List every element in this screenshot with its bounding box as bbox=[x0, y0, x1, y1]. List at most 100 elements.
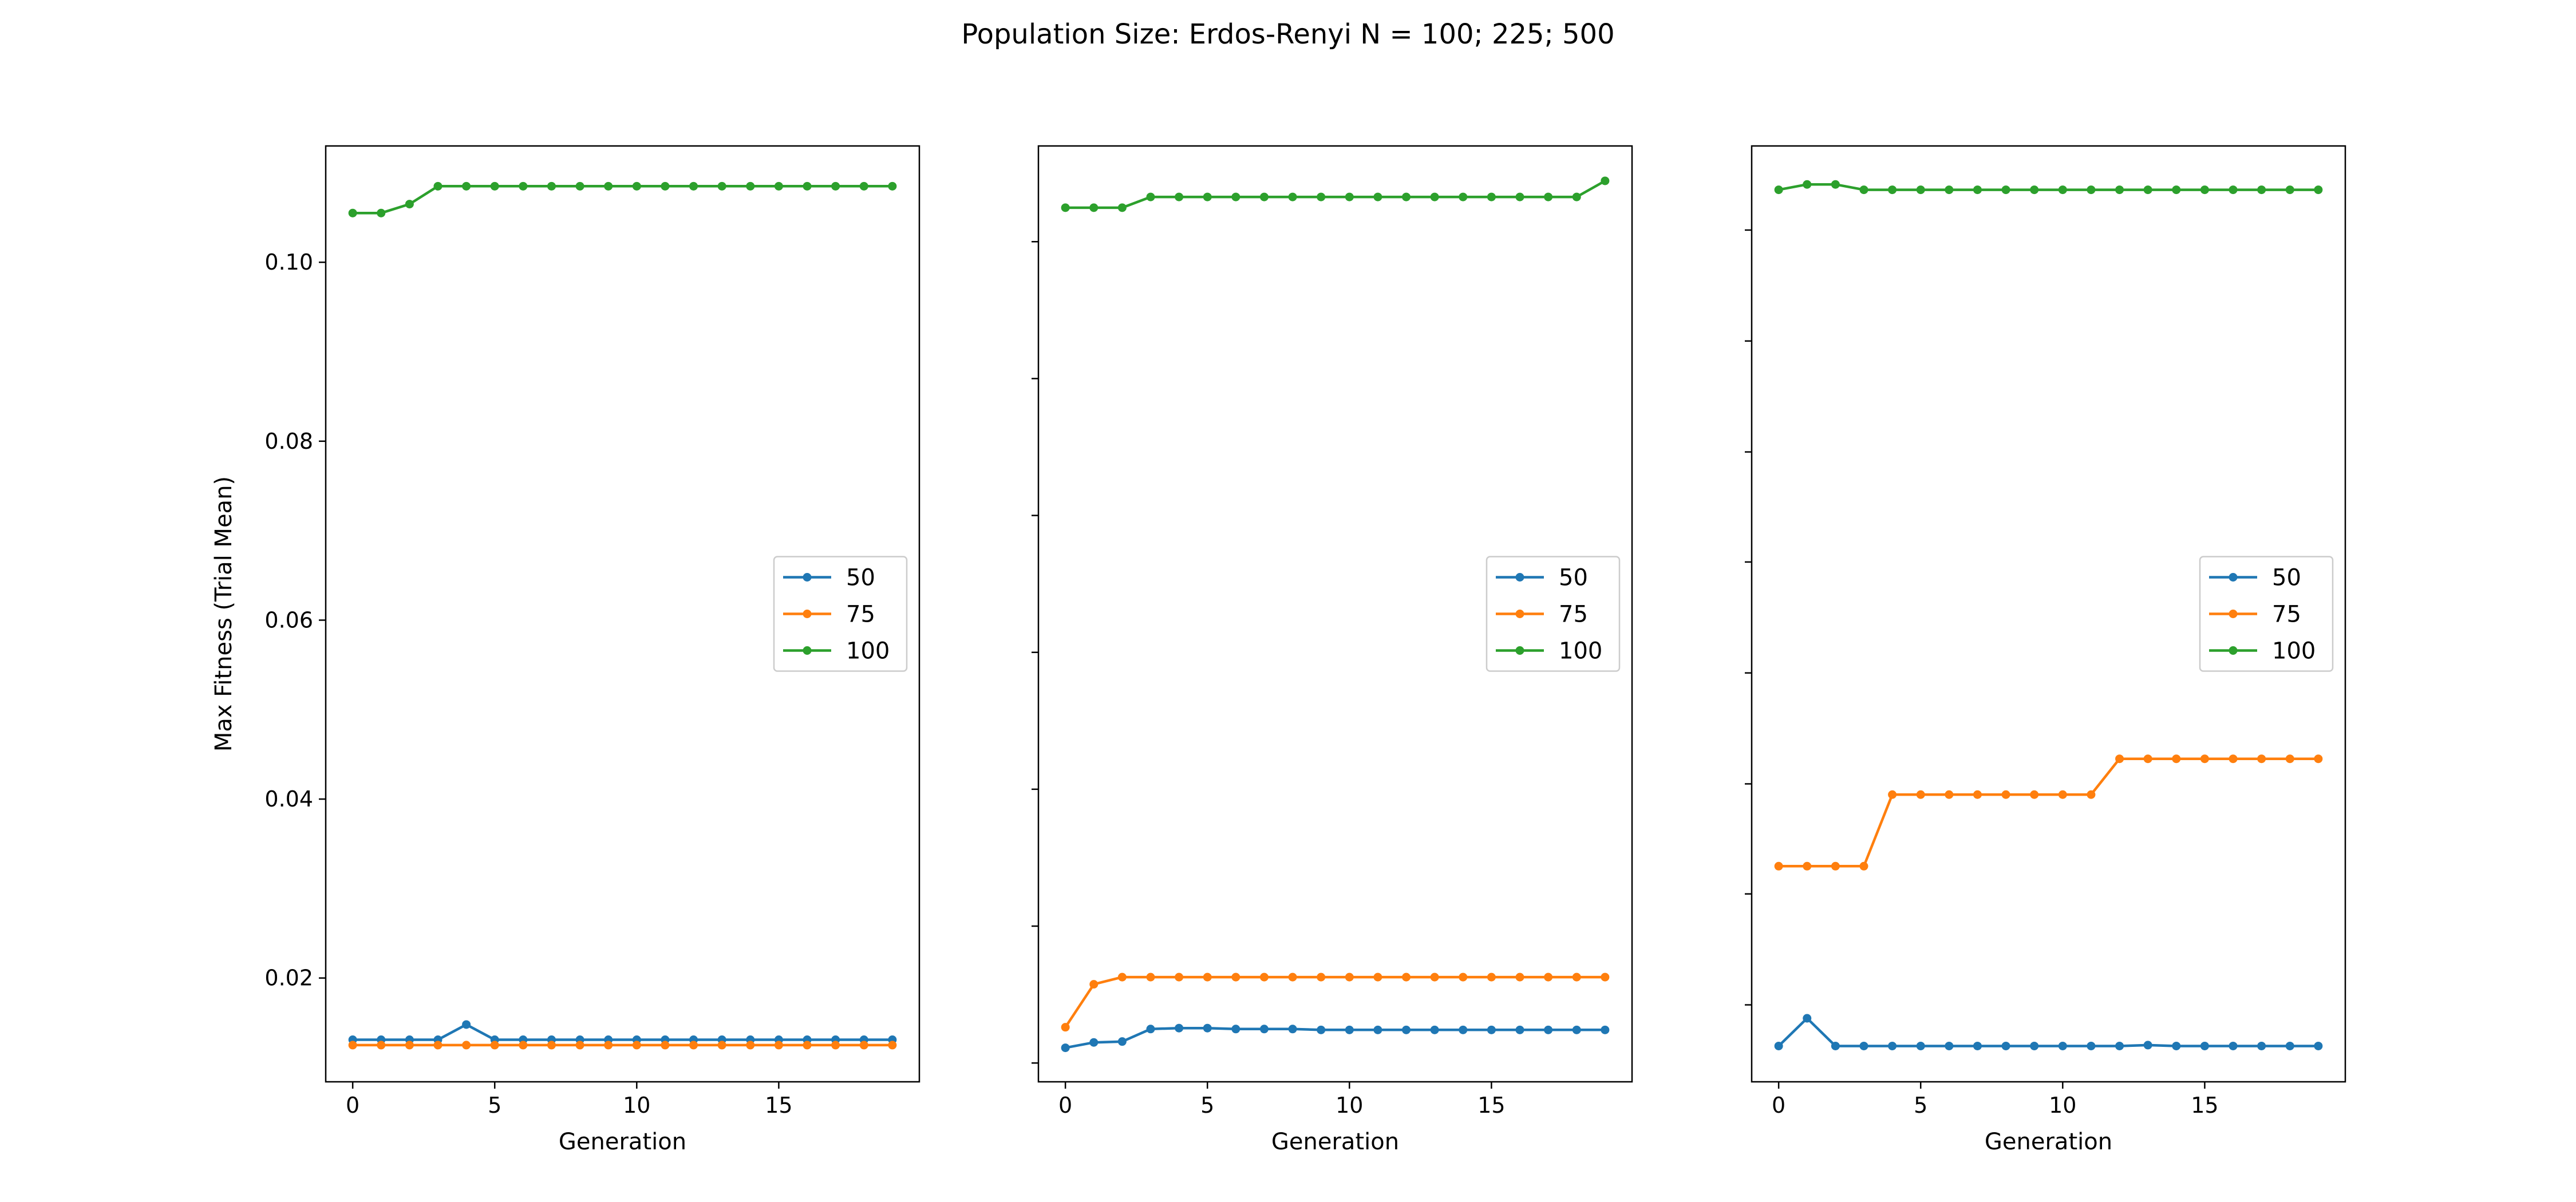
data-point-50 bbox=[2257, 1041, 2266, 1050]
data-point-75 bbox=[1259, 972, 1269, 982]
data-point-75 bbox=[462, 1041, 471, 1050]
data-point-50 bbox=[2172, 1041, 2181, 1050]
data-point-50 bbox=[1203, 1023, 1212, 1033]
data-point-100 bbox=[803, 181, 812, 191]
legend-box bbox=[2199, 556, 2334, 672]
data-point-100 bbox=[1345, 192, 1354, 201]
data-point-75 bbox=[1859, 861, 1868, 871]
data-point-75 bbox=[1288, 972, 1297, 982]
axes-frame bbox=[325, 145, 920, 1083]
series-line-50 bbox=[353, 1023, 892, 1041]
data-point-100 bbox=[1916, 185, 1925, 195]
data-point-100 bbox=[348, 208, 357, 218]
data-point-75 bbox=[2001, 790, 2010, 799]
data-point-75 bbox=[859, 1041, 868, 1050]
data-point-50 bbox=[1544, 1025, 1553, 1034]
data-point-75 bbox=[1803, 861, 1812, 871]
data-point-75 bbox=[717, 1041, 726, 1050]
y-tick-label: 0.06 bbox=[264, 607, 313, 632]
x-tick-label: 5 bbox=[1914, 1093, 1927, 1118]
x-tick-label: 0 bbox=[1772, 1093, 1785, 1118]
data-point-50 bbox=[1459, 1025, 1468, 1034]
data-point-100 bbox=[1945, 185, 1954, 195]
data-point-50 bbox=[1402, 1025, 1411, 1034]
data-point-75 bbox=[1373, 972, 1382, 982]
data-point-100 bbox=[1572, 192, 1581, 201]
data-point-100 bbox=[433, 181, 442, 191]
legend-swatch-marker bbox=[1515, 646, 1524, 655]
data-point-50 bbox=[1117, 1037, 1127, 1046]
data-point-100 bbox=[1231, 192, 1240, 201]
data-point-75 bbox=[1515, 972, 1524, 982]
data-point-75 bbox=[377, 1041, 386, 1050]
legend-label: 100 bbox=[2272, 638, 2316, 665]
series-line-75 bbox=[1064, 975, 1605, 1028]
data-point-75 bbox=[1175, 972, 1184, 982]
data-point-100 bbox=[831, 181, 840, 191]
legend-label: 100 bbox=[846, 638, 890, 665]
data-point-50 bbox=[2087, 1041, 2096, 1050]
data-point-50 bbox=[1089, 1038, 1099, 1047]
data-point-50 bbox=[1803, 1014, 1812, 1023]
data-point-100 bbox=[519, 181, 528, 191]
data-point-75 bbox=[1117, 972, 1127, 982]
legend: 50 75 100 bbox=[2199, 556, 2334, 672]
x-tick-label: 0 bbox=[346, 1093, 359, 1118]
x-tick-label: 10 bbox=[1336, 1093, 1363, 1118]
data-point-100 bbox=[746, 181, 755, 191]
data-point-100 bbox=[1146, 192, 1155, 201]
data-point-75 bbox=[1945, 790, 1954, 799]
data-point-75 bbox=[1459, 972, 1468, 982]
data-point-100 bbox=[774, 181, 783, 191]
data-point-50 bbox=[1774, 1041, 1783, 1050]
data-point-50 bbox=[1487, 1025, 1496, 1034]
data-point-100 bbox=[2257, 185, 2266, 195]
y-tick-label: 0.10 bbox=[264, 250, 313, 275]
data-point-75 bbox=[1831, 861, 1840, 871]
data-point-75 bbox=[1430, 972, 1439, 982]
data-point-100 bbox=[717, 181, 726, 191]
data-point-100 bbox=[888, 181, 897, 191]
legend-swatch-marker bbox=[2229, 610, 2238, 618]
legend-swatch-marker bbox=[2229, 646, 2238, 655]
data-point-75 bbox=[575, 1041, 584, 1050]
data-point-75 bbox=[1774, 861, 1783, 871]
legend-label: 75 bbox=[1559, 602, 1588, 628]
data-point-100 bbox=[2229, 185, 2238, 195]
series-line-50 bbox=[1777, 1017, 2318, 1047]
subplot-2: 0 5 10 15 Generation 50 75 100 bbox=[1032, 145, 1633, 1155]
data-point-100 bbox=[1544, 192, 1553, 201]
data-point-50 bbox=[1373, 1025, 1382, 1034]
data-point-75 bbox=[1089, 980, 1099, 989]
data-point-75 bbox=[1402, 972, 1411, 982]
data-point-75 bbox=[2229, 754, 2238, 764]
data-point-75 bbox=[1231, 972, 1240, 982]
data-point-50 bbox=[2058, 1041, 2067, 1050]
data-point-75 bbox=[1973, 790, 1982, 799]
series-line-75 bbox=[1779, 757, 2318, 868]
x-tick-label: 10 bbox=[2049, 1093, 2076, 1118]
data-point-75 bbox=[689, 1041, 698, 1050]
axes-frame bbox=[1037, 145, 1633, 1083]
series-line-50 bbox=[1065, 1026, 1605, 1049]
data-point-100 bbox=[1973, 185, 1982, 195]
data-point-75 bbox=[1544, 972, 1553, 982]
data-point-100 bbox=[2058, 185, 2067, 195]
legend-label: 100 bbox=[1559, 638, 1602, 665]
x-tick-label: 15 bbox=[2191, 1093, 2218, 1118]
data-point-100 bbox=[1459, 192, 1468, 201]
legend-box bbox=[1485, 556, 1621, 672]
data-point-75 bbox=[2143, 754, 2152, 764]
legend: 50 75 100 bbox=[773, 556, 908, 672]
x-tick-label: 15 bbox=[765, 1093, 792, 1118]
data-point-100 bbox=[1175, 192, 1184, 201]
data-point-50 bbox=[1973, 1041, 1982, 1050]
data-point-100 bbox=[1089, 203, 1099, 212]
legend-swatch-marker bbox=[803, 610, 812, 618]
legend-swatch-marker bbox=[803, 573, 812, 582]
data-point-50 bbox=[1175, 1023, 1184, 1033]
data-point-50 bbox=[2229, 1041, 2238, 1050]
data-point-100 bbox=[632, 181, 641, 191]
data-point-50 bbox=[1231, 1025, 1240, 1034]
